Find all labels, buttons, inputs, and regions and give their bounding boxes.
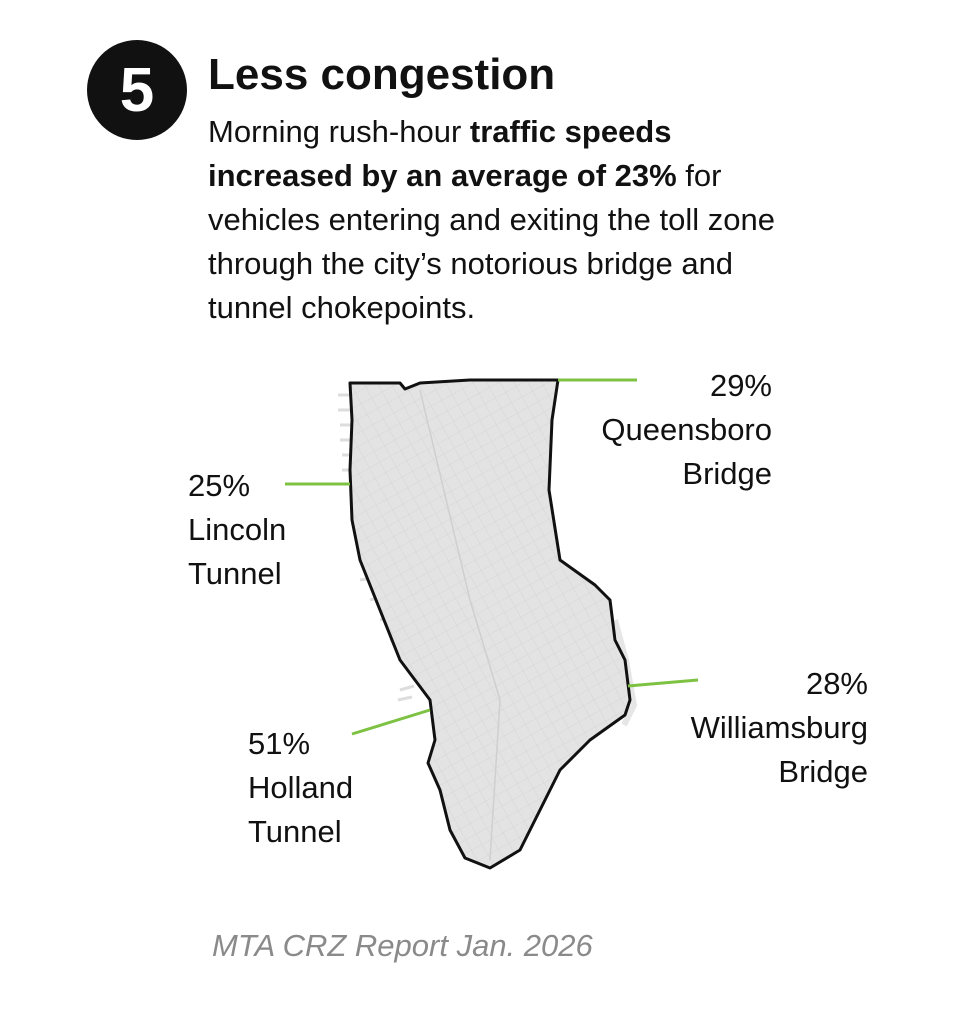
holland-line — [351, 708, 431, 736]
crossing-name: Queensboro Bridge — [601, 412, 772, 491]
crossing-lines — [285, 378, 699, 736]
crossing-name: Holland Tunnel — [248, 770, 354, 849]
broadway — [419, 389, 501, 861]
text: Morning rush-hour — [208, 114, 470, 149]
crossing-label: 29% Queensboro Bridge — [601, 364, 772, 496]
percent: 25% — [188, 468, 251, 503]
shoreline — [612, 619, 638, 727]
crossing-name: Lincoln Tunnel — [188, 512, 287, 591]
crossing-label: 51% Holland Tunnel — [248, 722, 353, 854]
crossing-label: 28% Williamsburg Bridge — [691, 662, 868, 794]
title: Less congestion — [208, 50, 556, 99]
text: for vehicles entering and exiting the to… — [208, 158, 775, 325]
percent: 28% — [805, 666, 868, 701]
crossing-name: Williamsburg Bridge — [690, 710, 868, 789]
description: Morning rush-hour traffic speeds increas… — [208, 110, 818, 330]
percent: 29% — [709, 368, 772, 403]
percent: 51% — [248, 726, 311, 761]
bold-text: traffic speeds increased by an average o… — [208, 114, 677, 193]
williamsburg-line — [627, 678, 699, 688]
crossing-label: 25% Lincoln Tunnel — [188, 464, 286, 596]
street-grid — [350, 380, 630, 868]
source: MTA CRZ Report Jan. 2026 — [212, 928, 593, 963]
step-number: 5 — [87, 40, 187, 140]
